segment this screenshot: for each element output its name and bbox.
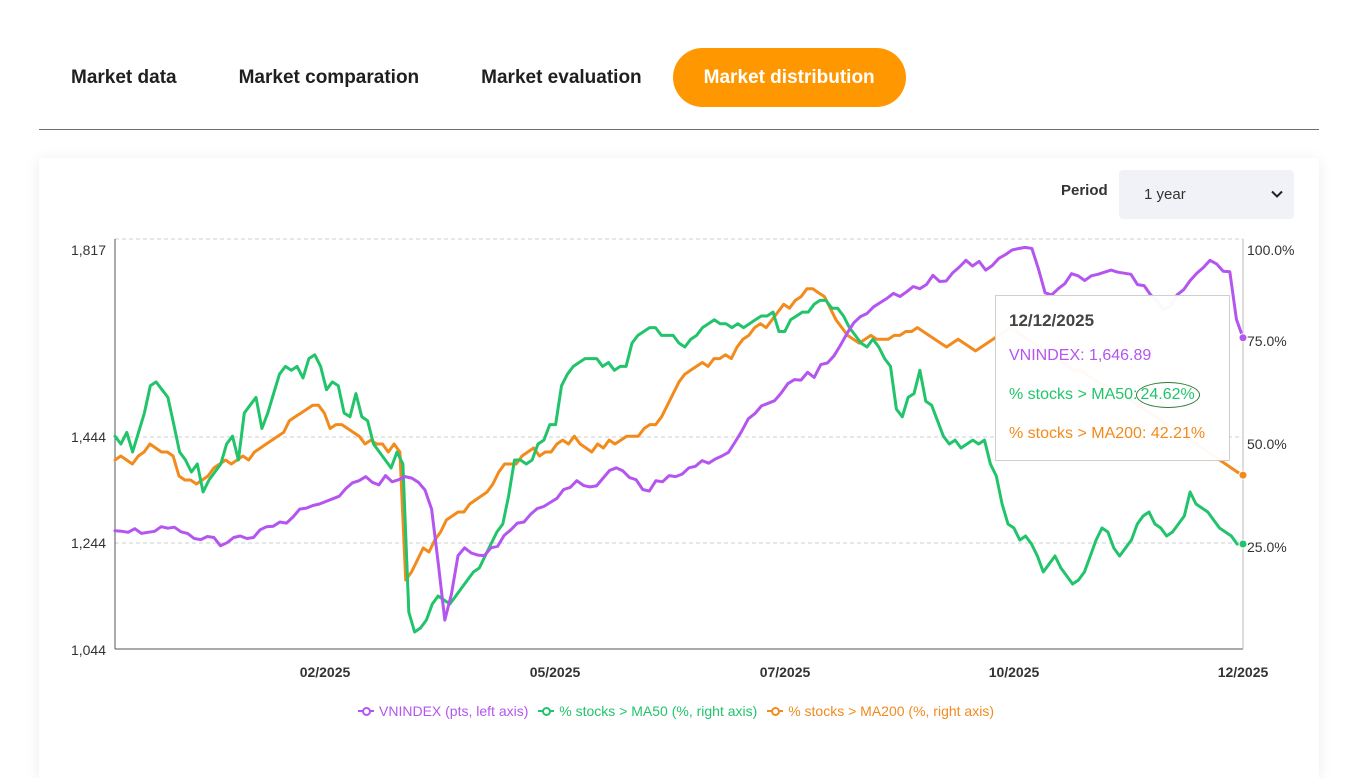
- legend-label-vnindex: VNINDEX (pts, left axis): [379, 703, 529, 719]
- tab-divider: [39, 129, 1319, 130]
- x-tick-label: 07/2025: [760, 664, 811, 680]
- tab-market-data[interactable]: Market data: [71, 67, 177, 88]
- vnindex-line: [113, 245, 1245, 622]
- legend-label-ma50: % stocks > MA50 (%, right axis): [559, 703, 758, 719]
- period-select-value: 1 year: [1144, 186, 1186, 203]
- tooltip-ma200: % stocks > MA200: 42.21%: [1009, 425, 1206, 442]
- y-right-tick-label: 75.0%: [1247, 333, 1287, 349]
- y-right-tick-label: 25.0%: [1247, 539, 1287, 555]
- ma50-last-point: [1238, 539, 1248, 549]
- legend-marker-vnindex: [358, 706, 375, 716]
- tooltip-ma50: % stocks > MA50: 24.62%: [1009, 382, 1216, 408]
- legend-marker-ma200: [767, 706, 784, 716]
- tooltip-date: 12/12/2025: [1009, 311, 1095, 330]
- tab-bar: Market data Market comparation Market ev…: [39, 48, 906, 107]
- chart-card: [39, 158, 1319, 778]
- legend-item-ma200[interactable]: % stocks > MA200 (%, right axis): [767, 703, 994, 719]
- ma200-last-point: [1238, 470, 1248, 480]
- x-tick-label: 10/2025: [989, 664, 1040, 680]
- legend-marker-ma50: [538, 706, 555, 716]
- tab-market-comparation[interactable]: Market comparation: [238, 67, 420, 88]
- period-label: Period: [1061, 182, 1108, 199]
- y-left-tick-label: 1,444: [71, 429, 106, 445]
- tab-market-distribution[interactable]: Market distribution: [672, 48, 906, 107]
- y-left-tick-label: 1,244: [71, 535, 106, 551]
- y-right-tick-label: 100.0%: [1247, 242, 1294, 258]
- chart-tooltip: 12/12/2025 VNINDEX: 1,646.89 % stocks > …: [995, 295, 1230, 461]
- tab-market-evaluation[interactable]: Market evaluation: [481, 67, 642, 88]
- x-tick-label: 12/2025: [1218, 664, 1269, 680]
- ma50-line: [113, 298, 1245, 634]
- tooltip-ma50-label: % stocks > MA50:: [1009, 386, 1138, 403]
- legend-label-ma200: % stocks > MA200 (%, right axis): [788, 703, 994, 719]
- vnindex-last-point: [1238, 333, 1248, 343]
- chart-legend: VNINDEX (pts, left axis) % stocks > MA50…: [0, 703, 1352, 719]
- legend-item-ma50[interactable]: % stocks > MA50 (%, right axis): [538, 703, 757, 719]
- y-right-tick-label: 50.0%: [1247, 436, 1287, 452]
- chevron-down-icon: [1271, 190, 1283, 198]
- tooltip-vnindex: VNINDEX: 1,646.89: [1009, 347, 1152, 364]
- period-select[interactable]: 1 year: [1119, 170, 1294, 219]
- y-left-tick-label: 1,817: [71, 242, 106, 258]
- y-left-tick-label: 1,044: [71, 642, 106, 658]
- legend-item-vnindex[interactable]: VNINDEX (pts, left axis): [358, 703, 528, 719]
- x-tick-label: 02/2025: [300, 664, 351, 680]
- x-tick-label: 05/2025: [530, 664, 581, 680]
- tooltip-ma50-value: 24.62%: [1135, 382, 1200, 408]
